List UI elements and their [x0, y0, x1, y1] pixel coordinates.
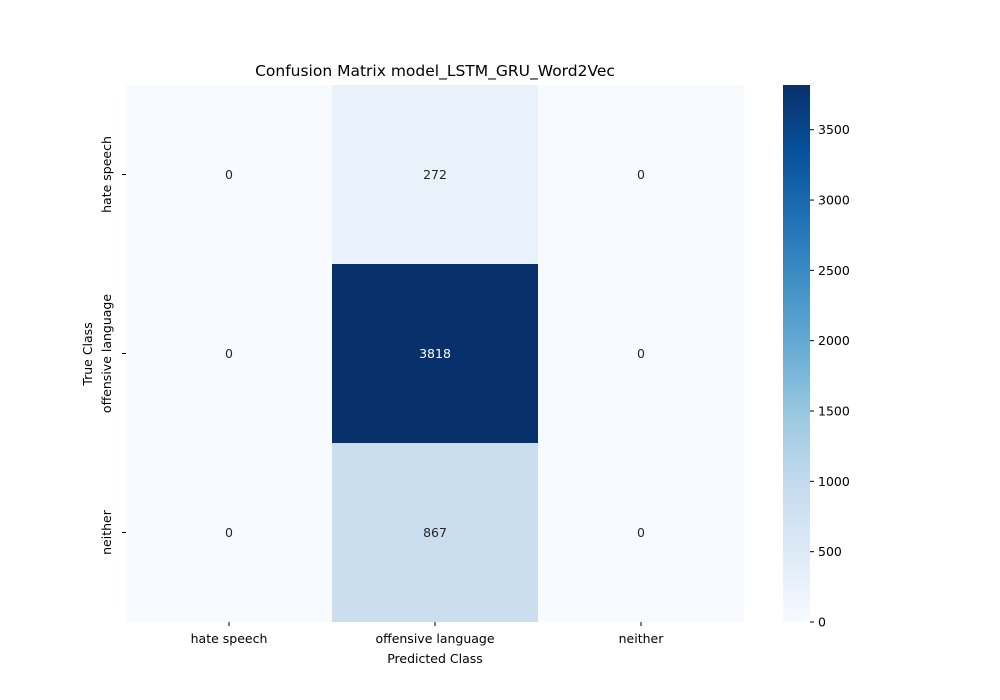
x-tick-label: hate speech: [191, 631, 268, 646]
y-tick-label: neither: [99, 509, 114, 555]
cell-value-label: 0: [637, 346, 645, 361]
x-axis-ticks: hate speech offensive language neither: [191, 622, 665, 646]
cell-value-label: 272: [423, 167, 447, 182]
heatmap-cell: [538, 85, 744, 264]
colorbar-tick-label: 3000: [818, 193, 850, 208]
heatmap-cell: [332, 443, 538, 622]
colorbar-tick-label: 1000: [818, 474, 850, 489]
heatmap-cell: [332, 85, 538, 264]
colorbar-gradient: [783, 85, 810, 622]
heatmap-grid: 0 272 0 0 3818 0 0 867 0: [126, 85, 744, 622]
colorbar-tick-label: 2500: [818, 263, 850, 278]
cell-value-label: 867: [423, 525, 447, 540]
colorbar-tick-label: 2000: [818, 333, 850, 348]
colorbar-tick-label: 500: [818, 544, 842, 559]
heatmap-cell: [332, 264, 538, 443]
y-tick-label: hate speech: [99, 136, 114, 213]
heatmap-cell: [538, 264, 744, 443]
y-tick-label: offensive language: [99, 294, 114, 413]
heatmap-cell: [538, 443, 744, 622]
y-axis-label: True Class: [80, 322, 95, 386]
cell-value-label: 0: [225, 525, 233, 540]
y-axis-ticks: hate speech offensive language neither: [99, 136, 126, 555]
colorbar: 0 500 1000 1500 2000 2500 3000 3500: [783, 85, 850, 630]
cell-value-label: 0: [225, 167, 233, 182]
colorbar-tick-label: 1500: [818, 404, 850, 419]
x-tick-label: offensive language: [375, 631, 494, 646]
colorbar-tick-label: 3500: [818, 122, 850, 137]
cell-value-label: 0: [637, 525, 645, 540]
cell-value-label: 0: [225, 346, 233, 361]
heatmap-cell: [126, 443, 332, 622]
chart-title: Confusion Matrix model_LSTM_GRU_Word2Vec: [255, 62, 615, 81]
cell-value-label: 0: [637, 167, 645, 182]
heatmap-cell: [126, 264, 332, 443]
x-axis-label: Predicted Class: [387, 651, 483, 666]
x-tick-label: neither: [619, 631, 665, 646]
cell-value-label: 3818: [419, 346, 451, 361]
heatmap-cell: [126, 85, 332, 264]
colorbar-tick-label: 0: [818, 615, 826, 630]
